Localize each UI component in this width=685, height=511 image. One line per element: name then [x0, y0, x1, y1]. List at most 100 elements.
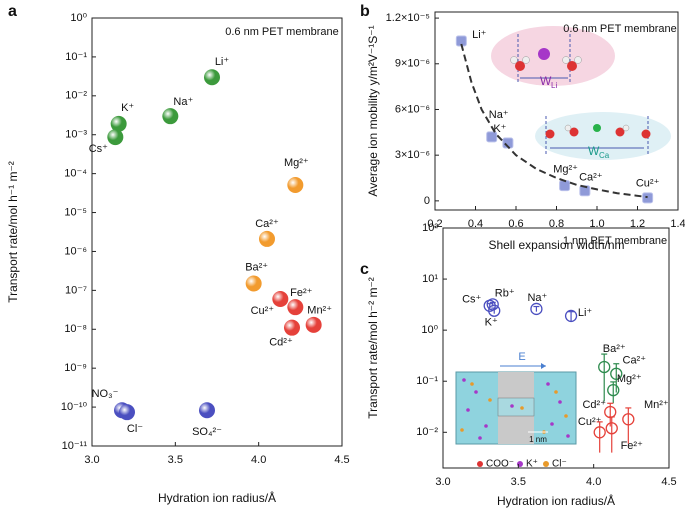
point-label: Cl⁻	[127, 423, 143, 435]
point-label: Ba²⁺	[245, 261, 268, 273]
panel-letter: b	[360, 3, 370, 20]
x-tick-label: 0.6	[508, 218, 523, 230]
point-label: Na⁺	[173, 96, 193, 108]
inset-label: W	[540, 74, 552, 88]
legend-label: K⁺	[526, 459, 538, 470]
water	[522, 56, 530, 64]
water	[545, 129, 555, 139]
y-tick-label: 10⁻⁴	[64, 168, 87, 180]
point	[559, 180, 571, 192]
water	[574, 56, 582, 64]
point	[245, 275, 262, 292]
y-tick-label: 10⁻⁶	[64, 245, 87, 257]
water	[564, 124, 572, 132]
x-tick-label: 3.5	[168, 454, 183, 466]
point	[110, 115, 127, 132]
point-label: Mg²⁺	[284, 157, 309, 169]
ions	[460, 382, 568, 434]
point-label: Ca²⁺	[255, 218, 279, 230]
point-label: Na⁺	[489, 109, 509, 121]
x-tick-label: 3.0	[435, 476, 450, 488]
ion	[538, 48, 550, 60]
x-axis-title: Hydration ion radius/Å	[158, 490, 276, 505]
x-tick-label: 4.0	[251, 454, 266, 466]
water	[641, 129, 651, 139]
y-tick-label: 3×10⁻⁶	[395, 149, 430, 161]
y-tick-label: 10²	[422, 222, 438, 234]
x-tick-label: 3.5	[511, 476, 526, 488]
point-label: Cu²⁺	[251, 305, 275, 317]
inset-label: W	[588, 144, 600, 158]
point	[287, 299, 304, 316]
legend-dot	[543, 461, 549, 467]
legend-label: Cl⁻	[552, 459, 567, 470]
point-label: Mg²⁺	[553, 164, 578, 176]
point	[259, 230, 275, 247]
point-label: Cd²⁺	[582, 399, 606, 411]
x-axis-title: Shell expansion width/nm	[488, 238, 624, 252]
point	[564, 309, 578, 323]
panel-letter: c	[360, 261, 369, 278]
y-tick-label: 0	[424, 195, 430, 207]
point	[199, 402, 215, 419]
point	[119, 404, 135, 421]
x-tick-label: 4.5	[334, 454, 349, 466]
point-label: Rb⁺	[495, 287, 515, 299]
point-label: NO₃⁻	[92, 388, 119, 400]
x-tick-label: 1.2	[630, 218, 645, 230]
x-tick-label: 3.0	[84, 454, 99, 466]
inset-li: W Li	[491, 26, 615, 90]
x-tick-label: 4.5	[661, 476, 676, 488]
y-axis-title: Transport rate/mol h⁻² m⁻²	[366, 277, 380, 419]
point	[284, 319, 300, 336]
ion	[593, 124, 601, 132]
point-label: Fe²⁺	[290, 287, 313, 299]
point-label: K⁺	[121, 102, 134, 114]
point-label: K⁺	[485, 317, 498, 329]
point	[488, 304, 501, 317]
point-label: K⁺	[493, 123, 506, 135]
scale-label: 1 nm	[529, 435, 547, 444]
point	[486, 131, 498, 143]
x-tick-label: 0.8	[549, 218, 564, 230]
point-label: Li⁺	[215, 56, 230, 68]
x-tick-label: 1.4	[670, 218, 685, 230]
water	[562, 56, 570, 64]
fit-line	[460, 43, 648, 199]
y-tick-label: 10⁻⁸	[64, 323, 87, 335]
x-tick-label: 4.0	[586, 476, 601, 488]
ions	[462, 378, 570, 440]
y-tick-label: 10⁻³	[65, 129, 87, 141]
annotation: 0.6 nm PET membrane	[563, 23, 677, 35]
y-tick-label: 10⁻²	[65, 90, 87, 102]
plot-frame	[91, 17, 343, 447]
inset-label-sub: Li	[551, 81, 557, 90]
point-label: Mn²⁺	[644, 399, 669, 411]
y-axis-title: Average ion mobility y/m²V⁻¹S⁻¹	[366, 25, 380, 196]
y-tick-label: 10⁻¹	[416, 375, 438, 387]
x-tick-label: 0.2	[427, 218, 442, 230]
point	[272, 290, 289, 307]
point	[607, 383, 620, 397]
point	[204, 69, 220, 86]
inset-simulation: E 1 nm COO⁻ K⁺ Cl⁻	[455, 351, 577, 470]
point-label: Cs⁺	[462, 294, 481, 306]
field-arrow-head	[541, 363, 546, 369]
point-label: Ca²⁺	[579, 172, 603, 184]
water	[569, 127, 579, 137]
y-tick-label: 10⁻¹⁰	[61, 401, 88, 413]
y-tick-label: 10⁰	[70, 12, 87, 24]
point	[610, 367, 623, 380]
y-tick-label: 10¹	[422, 273, 438, 285]
y-tick-label: 1.2×10⁻⁵	[386, 12, 430, 24]
point	[642, 192, 654, 204]
y-tick-label: 10⁻¹¹	[62, 440, 88, 452]
inset-label-sub: Ca	[599, 151, 610, 160]
legend-label: COO⁻	[486, 459, 514, 470]
point-label: SO₄²⁻	[192, 426, 222, 438]
inset-bg	[491, 26, 615, 86]
point	[486, 298, 499, 311]
point-label: Na⁺	[527, 292, 547, 304]
y-tick-label: 10⁻⁹	[64, 362, 87, 374]
